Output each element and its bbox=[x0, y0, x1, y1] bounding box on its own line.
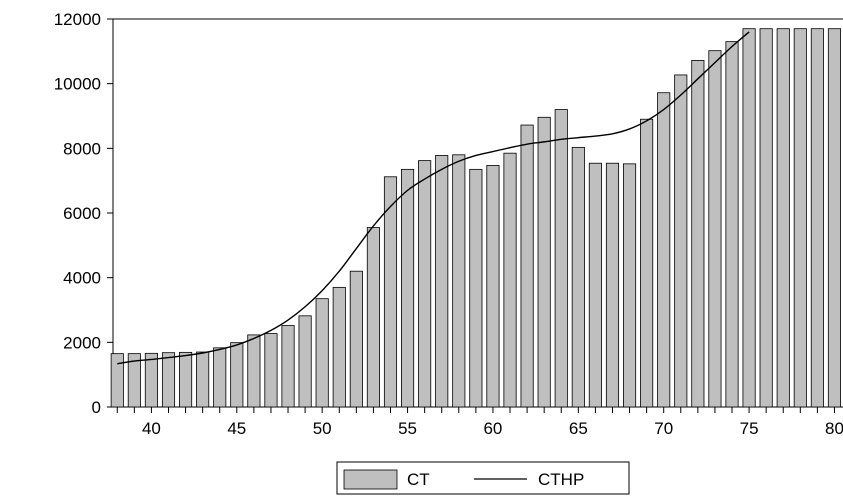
bar-ct bbox=[196, 351, 210, 408]
x-tick-label: 80 bbox=[825, 419, 843, 438]
bar-ct bbox=[161, 352, 176, 408]
bar-ct bbox=[486, 165, 500, 408]
bar-ct bbox=[213, 347, 227, 408]
bar-ct bbox=[230, 342, 244, 408]
bar-ct bbox=[588, 162, 602, 408]
bar-ct bbox=[144, 352, 158, 408]
bar-ct bbox=[691, 59, 705, 408]
y-tick-label: 10000 bbox=[54, 75, 101, 94]
ct-bars bbox=[110, 28, 841, 408]
bar-ct bbox=[571, 146, 585, 408]
x-tick-label: 55 bbox=[398, 419, 417, 438]
bar-ct bbox=[264, 333, 278, 408]
legend: CT CTHP bbox=[336, 461, 630, 495]
bar-ct bbox=[640, 118, 654, 408]
bar-ct bbox=[827, 28, 841, 408]
bar-ct bbox=[247, 334, 261, 408]
bar-ct bbox=[469, 168, 483, 408]
bar-ct bbox=[418, 160, 432, 408]
x-tick-label: 50 bbox=[313, 419, 332, 438]
x-tick-label: 70 bbox=[654, 419, 673, 438]
x-tick-label: 65 bbox=[569, 419, 588, 438]
bar-ct bbox=[383, 176, 398, 408]
bar-ct bbox=[554, 109, 568, 408]
bar-ct bbox=[179, 351, 193, 408]
legend-label-ct: CT bbox=[407, 470, 430, 489]
bar-ct bbox=[452, 154, 466, 408]
y-tick-label: 12000 bbox=[54, 10, 101, 29]
y-tick-label: 2000 bbox=[63, 333, 101, 352]
bar-ct bbox=[366, 227, 380, 408]
bar-ct bbox=[776, 28, 790, 408]
y-tick-label: 0 bbox=[92, 398, 101, 417]
bar-ct bbox=[127, 353, 141, 408]
x-tick-label: 40 bbox=[142, 419, 161, 438]
bar-ct bbox=[657, 92, 671, 408]
line-cthp bbox=[117, 31, 750, 365]
legend-label-cthp: CTHP bbox=[538, 470, 584, 489]
x-tick-label: 60 bbox=[483, 419, 502, 438]
bar-ct bbox=[401, 168, 415, 408]
x-tick-label: 75 bbox=[740, 419, 759, 438]
bar-ct bbox=[520, 124, 534, 408]
bar-ct bbox=[435, 155, 449, 408]
bar-ct bbox=[708, 50, 722, 408]
bar-ct bbox=[674, 74, 688, 408]
bar-ct bbox=[537, 116, 551, 408]
bar-ct bbox=[332, 286, 346, 408]
x-tick-label: 45 bbox=[227, 419, 246, 438]
bar-ct bbox=[503, 152, 517, 408]
bar-ct bbox=[793, 28, 807, 408]
y-tick-label: 4000 bbox=[63, 269, 101, 288]
bar-ct bbox=[298, 315, 312, 408]
bar-ct bbox=[810, 28, 824, 408]
bar-ct bbox=[742, 28, 756, 408]
bar-ct bbox=[110, 353, 124, 408]
bar-ct bbox=[315, 298, 329, 408]
bar-ct bbox=[605, 162, 620, 408]
bar-ct bbox=[349, 270, 363, 408]
bar-ct bbox=[623, 163, 637, 408]
legend-swatch-ct bbox=[343, 469, 398, 490]
bar-ct bbox=[759, 28, 773, 408]
cthp-line-group bbox=[117, 31, 750, 365]
bar-ct bbox=[281, 325, 295, 408]
y-tick-label: 6000 bbox=[63, 204, 101, 223]
y-tick-label: 8000 bbox=[63, 139, 101, 158]
bar-ct bbox=[725, 41, 739, 408]
